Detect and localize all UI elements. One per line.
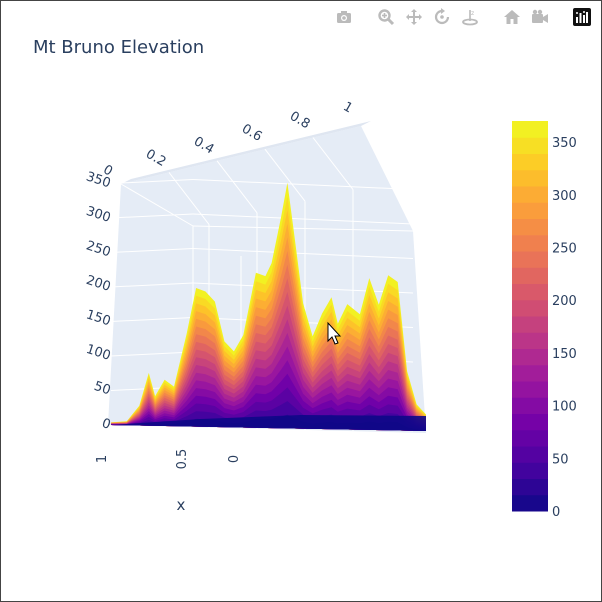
zoom-icon[interactable] (375, 6, 397, 28)
z-tick-label: 300 (84, 204, 112, 226)
z-tick-label: 200 (84, 273, 112, 295)
pan-icon[interactable] (403, 6, 425, 28)
surface-bands (111, 182, 426, 431)
grid-line (216, 160, 258, 214)
colorbar-segment (512, 446, 548, 463)
chart-title: Mt Bruno Elevation (33, 37, 205, 58)
modebar: z (333, 5, 593, 29)
colorbar-segment (512, 169, 548, 187)
colorbar-tick-label: 50 (552, 452, 569, 467)
colorbar-segment (512, 462, 548, 479)
colorbar-segment (512, 348, 548, 366)
mouse-cursor (327, 321, 342, 345)
turntable-rotation-icon[interactable]: z (459, 6, 481, 28)
y-tick-label: 0.6 (239, 122, 264, 145)
grid-line (192, 248, 414, 259)
colorbar-segment (512, 332, 548, 349)
grid-line (110, 282, 194, 288)
colorbar-segment (512, 283, 548, 301)
grid-line (312, 137, 354, 190)
reset-view-icon[interactable] (529, 6, 551, 28)
z-tick-label: 50 (92, 379, 112, 398)
z-tick-label: 350 (84, 169, 112, 191)
colorbar-segment (512, 429, 548, 447)
y-tick-label: 0.8 (287, 109, 312, 132)
colorbar-segment (512, 267, 548, 284)
y-tick-label: 1 (340, 99, 355, 116)
grid-line (264, 148, 306, 202)
colorbar-segment (512, 381, 548, 398)
plotly-logo[interactable] (571, 6, 593, 28)
svg-text:z: z (471, 10, 474, 17)
grid-line (168, 172, 210, 225)
grid-line (192, 282, 414, 294)
colorbar-segment (512, 478, 548, 496)
grid-line (192, 179, 414, 190)
x-axis-title: x (177, 496, 186, 514)
colorbar-segment (512, 218, 548, 236)
x-tick-label: 0.5 (175, 449, 190, 470)
colorbar-segment (512, 121, 548, 138)
y-tick-label: 0.4 (191, 134, 216, 157)
colorbar-segment (512, 397, 548, 414)
y-tick-label: 0.2 (143, 147, 168, 170)
colorbar-segment (512, 186, 548, 203)
colorbar-segment (512, 494, 548, 512)
colorbar-segment (512, 413, 548, 431)
reset-camera-icon[interactable] (501, 6, 523, 28)
colorbar-tick-label: 350 (552, 136, 577, 151)
colorbar-segment (512, 316, 548, 333)
colorbar-segment (512, 137, 548, 154)
colorbar-tick-label: 200 (552, 294, 577, 309)
colorbar-segment (512, 251, 548, 268)
colorbar-tick-label: 150 (552, 347, 577, 362)
colorbar-tick-label: 250 (552, 241, 577, 256)
colorbar-tick-label: 0 (552, 505, 560, 520)
colorbar-segment (512, 202, 548, 219)
orbit-rotation-icon[interactable] (431, 6, 453, 28)
colorbar-tick-label: 100 (552, 400, 577, 415)
z-tick-label: 250 (84, 238, 112, 260)
x-tick-label: 1 (95, 455, 110, 463)
grid-line (120, 183, 194, 227)
grid-line (110, 179, 194, 184)
grid-line (110, 317, 194, 322)
top-edge-pane (121, 121, 371, 184)
colorbar-tick-label: 300 (552, 189, 577, 204)
grid-line (110, 351, 194, 357)
colorbar-segment (512, 234, 548, 252)
grid-line (192, 225, 414, 232)
colorbar: 0 50 100 150 200 250 300 350 (512, 121, 577, 520)
grid-line (192, 213, 414, 225)
z-tick-label: 100 (84, 342, 112, 364)
surface-floor (111, 415, 426, 431)
grid-line (110, 248, 194, 253)
colorbar-segment (512, 153, 548, 171)
camera-icon[interactable] (333, 6, 355, 28)
z-tick-label: 150 (84, 307, 112, 329)
colorbar-segment (512, 364, 548, 382)
colorbar-segment (512, 299, 548, 317)
grid-line (110, 213, 194, 219)
x-tick-label: 0 (227, 455, 242, 463)
